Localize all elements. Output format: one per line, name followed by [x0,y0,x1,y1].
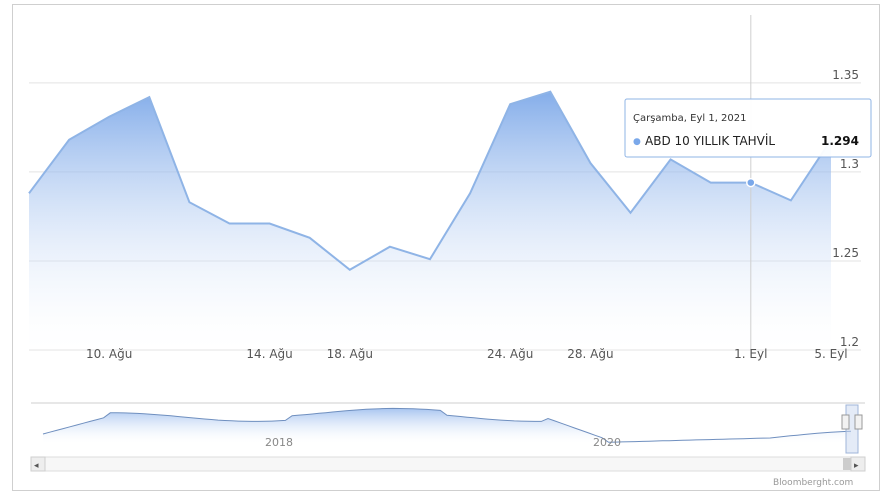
series-area [29,91,831,350]
data-point[interactable] [789,198,793,202]
data-point[interactable] [629,211,633,215]
x-tick-label: 24. Ağu [487,347,533,361]
scroll-left-button[interactable] [30,456,46,472]
navigator-label-2020: 2020 [593,436,621,449]
navigator[interactable]: 2018 2020 ◂ ▸ [30,402,866,472]
scroll-left-arrow-icon: ◂ [34,461,39,471]
scrollbar-thumb[interactable] [843,458,851,470]
data-point[interactable] [468,191,472,195]
y-tick-label: 1.3 [840,157,859,171]
navigator-label-2018: 2018 [265,436,293,449]
series-line [28,90,832,272]
navigator-right-handle[interactable] [854,414,863,430]
data-point[interactable] [548,90,552,94]
navigator-line [42,407,852,443]
tooltip-series-name: ABD 10 YILLIK TAHVİL [645,133,775,148]
tooltip-bullet: ● [633,137,641,147]
tooltip-box [624,98,872,158]
tooltip: Çarşamba, Eyl 1, 2021 ● ABD 10 YILLIK TA… [624,98,872,158]
x-tick-label: 10. Ağu [86,347,132,361]
x-tick-label: 1. Eyl [734,347,767,361]
tooltip-date: Çarşamba, Eyl 1, 2021 [633,113,747,124]
data-point[interactable] [348,268,352,272]
x-axis-labels: 10. Ağu 14. Ağu 18. Ağu 24. Ağu 28. Ağu 1. Ey… [86,347,848,361]
data-point[interactable] [187,200,191,204]
bond-yield-chart[interactable]: 1.35 1.3 1.25 1.2 10. Ağu 14. Ağu 18. Ağu 24. … [13,5,881,492]
x-tick-label: 28. Ağu [567,347,613,361]
y-tick-label: 1.2 [840,335,859,349]
navigator-area [43,408,851,443]
data-point[interactable] [428,257,432,261]
y-tick-label: 1.25 [832,246,859,260]
data-point[interactable] [709,181,713,185]
scrollbar-track[interactable] [30,456,866,472]
data-point[interactable] [588,161,592,165]
scroll-right-arrow-icon: ▸ [854,461,859,471]
chart-credit[interactable]: Bloomberght.com [773,478,853,488]
chart-frame: 1.35 1.3 1.25 1.2 10. Ağu 14. Ağu 18. Ağu 24. … [12,4,880,491]
x-tick-label: 14. Ağu [246,347,292,361]
navigator-left-handle[interactable] [841,414,850,430]
tooltip-value: 1.294 [821,134,859,148]
data-point[interactable] [388,245,392,249]
data-point[interactable] [669,157,673,161]
x-tick-label: 5. Eyl [814,347,847,361]
data-point[interactable] [27,191,31,195]
data-point[interactable] [508,102,512,106]
hover-marker [746,177,756,188]
data-point[interactable] [107,115,111,119]
x-tick-label: 18. Ağu [327,347,373,361]
data-point[interactable] [228,222,232,226]
y-axis-labels: 1.35 1.3 1.25 1.2 [832,68,859,349]
y-tick-label: 1.35 [832,68,859,82]
scroll-right-button[interactable] [850,456,866,472]
data-point[interactable] [268,222,272,226]
data-point[interactable] [147,95,151,99]
data-point[interactable] [67,138,71,142]
data-point[interactable] [308,236,312,240]
